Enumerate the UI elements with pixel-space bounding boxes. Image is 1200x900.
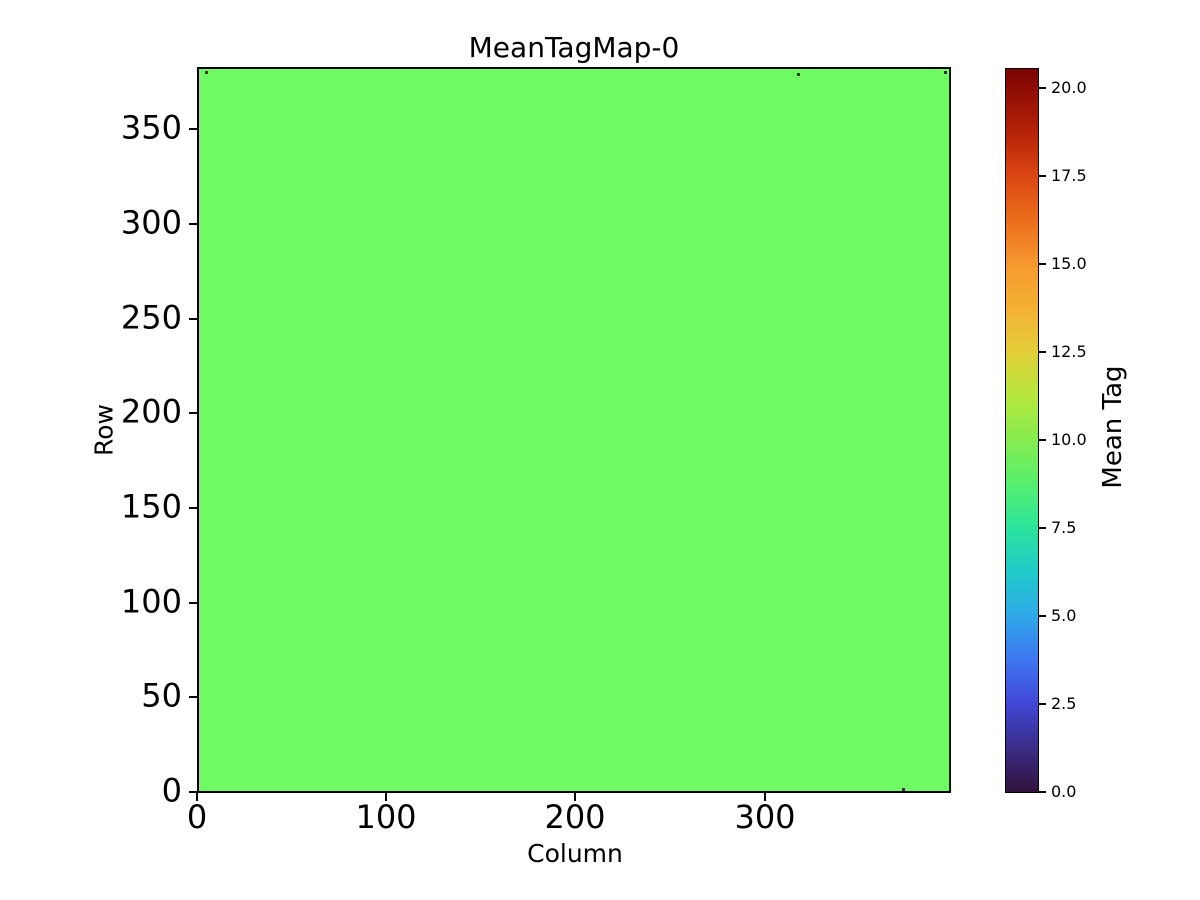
x-axis-tick-label: 100 [355,798,417,836]
chart-title: MeanTagMap-0 [468,31,680,64]
y-tick-mark [189,128,197,130]
colorbar-tick-label: 2.5 [1051,694,1077,714]
y-tick-mark [189,696,197,698]
colorbar-tick-mark [1039,527,1046,529]
y-tick-mark [189,223,197,225]
colorbar-tick-mark [1039,175,1046,177]
y-tick-mark [189,412,197,414]
y-tick-mark [189,602,197,604]
y-axis-label: Row [89,404,119,456]
x-axis-label: Column [527,839,623,868]
y-axis-tick-label: 50 [141,676,182,715]
x-tick-mark [574,793,576,801]
y-axis-tick-label: 250 [120,298,182,337]
outlier-pixel [902,787,906,791]
x-tick-mark [196,793,198,801]
y-axis-tick-label: 200 [120,392,182,431]
colorbar-tick-mark [1039,439,1046,441]
colorbar-tick-mark [1039,87,1046,89]
y-axis-tick-label: 300 [120,203,182,242]
colorbar-tick-label: 10.0 [1051,430,1087,450]
x-axis-tick-label: 300 [734,798,796,836]
colorbar-tick-label: 12.5 [1051,342,1087,362]
colorbar-tick-mark [1039,351,1046,353]
y-axis-tick-label: 0 [161,771,182,810]
colorbar-tick-label: 7.5 [1051,518,1077,538]
x-axis-tick-label: 0 [186,798,208,836]
colorbar-tick-label: 0.0 [1051,782,1077,802]
x-tick-mark [385,793,387,801]
y-axis-tick-label: 100 [120,582,182,621]
outlier-pixel [943,71,947,75]
x-axis-tick-label: 200 [544,798,606,836]
outlier-pixel [796,73,800,77]
colorbar-tick-label: 20.0 [1051,78,1087,98]
y-tick-mark [189,507,197,509]
colorbar-tick-mark [1039,615,1046,617]
heatmap-area [197,67,951,793]
colorbar-tick-label: 15.0 [1051,254,1087,274]
y-tick-mark [189,791,197,793]
colorbar-tick-mark [1039,263,1046,265]
outlier-pixel [205,71,209,75]
y-axis-tick-label: 350 [120,108,182,147]
x-tick-mark [764,793,766,801]
colorbar-tick-mark [1039,703,1046,705]
colorbar-tick-label: 17.5 [1051,166,1087,186]
colorbar-gradient [1005,68,1039,793]
colorbar-tick-label: 5.0 [1051,606,1077,626]
y-tick-mark [189,318,197,320]
colorbar-tick-mark [1039,791,1046,793]
y-axis-tick-label: 150 [120,487,182,526]
colorbar-label: Mean Tag [1098,365,1128,489]
